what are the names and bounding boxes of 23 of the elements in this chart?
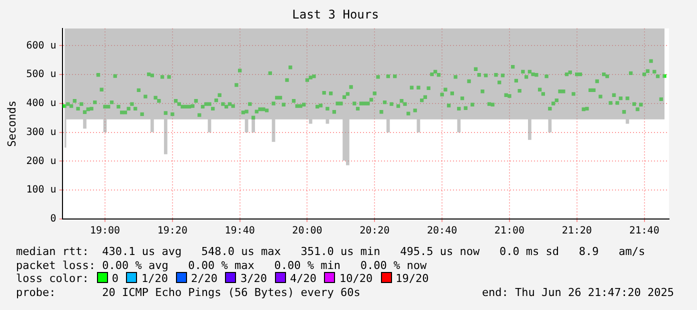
y-tick-label: 0: [50, 214, 56, 225]
x-tick-label: 21:00: [494, 226, 525, 237]
x-tick-label: 20:40: [426, 226, 458, 237]
x-tick-label: 19:00: [90, 226, 120, 237]
text: median rtt: 430.1 us avg 548.0 us max 351.0 us min 495.5 us now 0.0 ms sd 8.9 am/s: [16, 245, 646, 258]
x-tick-label: 20:00: [292, 226, 322, 237]
x-tick-label: 20:20: [360, 226, 390, 237]
y-tick-label: 300 u: [26, 126, 56, 138]
x-tick-label: 19:40: [224, 226, 255, 237]
y-axis-title: Seconds: [5, 100, 18, 147]
y-tick-label: 500 u: [26, 69, 56, 80]
y-tick-label: 600 u: [26, 40, 56, 52]
text: loss color: 0 1/20 2/20 3/20 4/20 10/20 19/20: [16, 272, 429, 285]
y-tick-label: 400 u: [26, 98, 56, 110]
chart-title: Last 3 Hours: [292, 7, 379, 22]
text: end: Thu Jun 26 21:47:20 2025: [482, 286, 674, 299]
x-tick-label: 21:40: [629, 226, 660, 237]
text: packet loss: 0.00 % avg 0.00 % max 0.00 % min 0.00 % now: [16, 258, 428, 272]
x-tick-label: 21:20: [562, 226, 592, 237]
y-tick-label: 100 u: [26, 184, 56, 196]
x-tick-label: 19:20: [157, 226, 188, 237]
text: probe: 20 ICMP Echo Pings (56 Bytes) every 60s: [16, 286, 360, 298]
y-tick-label: 200 u: [26, 156, 56, 167]
